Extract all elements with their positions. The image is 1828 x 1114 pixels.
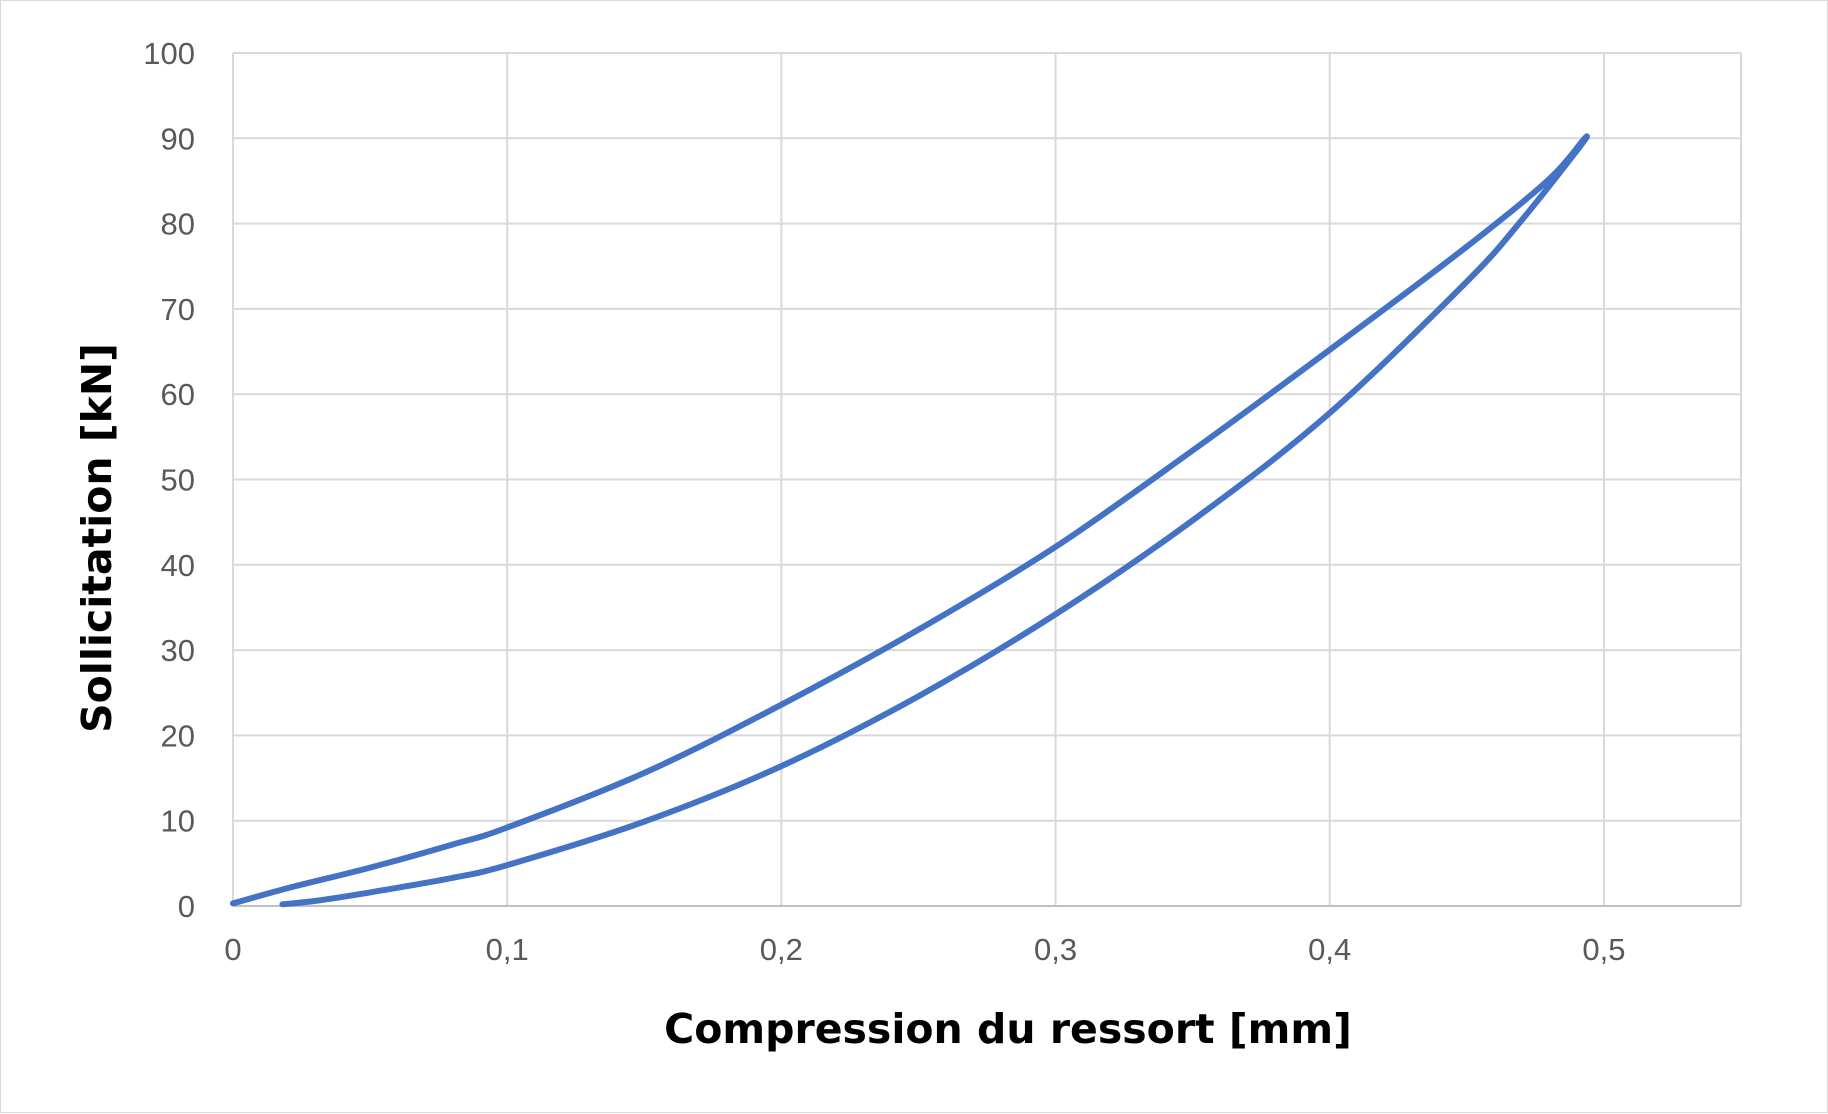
grid-lines: [232, 52, 1742, 907]
y-tick-label: 100: [143, 36, 195, 71]
y-tick-label: 30: [161, 633, 195, 668]
y-tick-label: 10: [161, 804, 195, 839]
x-tick-label: 0,1: [486, 932, 529, 967]
y-tick-label: 50: [161, 463, 195, 498]
x-axis-title: Compression du ressort [mm]: [664, 1005, 1352, 1053]
y-tick-labels: 0 10 20 30 40 50 60 70 80 90 100: [143, 36, 195, 924]
y-tick-label: 20: [161, 718, 195, 753]
y-tick-label: 0: [178, 889, 195, 924]
y-tick-label: 40: [161, 548, 195, 583]
x-tick-label: 0,5: [1582, 932, 1625, 967]
y-tick-label: 80: [161, 207, 195, 242]
y-tick-label: 60: [161, 377, 195, 412]
y-axis-title: Sollicitation [kN]: [73, 343, 121, 733]
x-tick-label: 0,2: [760, 932, 803, 967]
x-tick-labels: 0 0,1 0,2 0,3 0,4 0,5: [224, 932, 1625, 967]
x-tick-label: 0,3: [1034, 932, 1077, 967]
y-tick-label: 90: [161, 121, 195, 156]
x-tick-label: 0,4: [1308, 932, 1351, 967]
load-unload-curve: [230, 133, 1590, 908]
x-tick-label: 0: [224, 932, 241, 967]
y-tick-label: 70: [161, 292, 195, 327]
